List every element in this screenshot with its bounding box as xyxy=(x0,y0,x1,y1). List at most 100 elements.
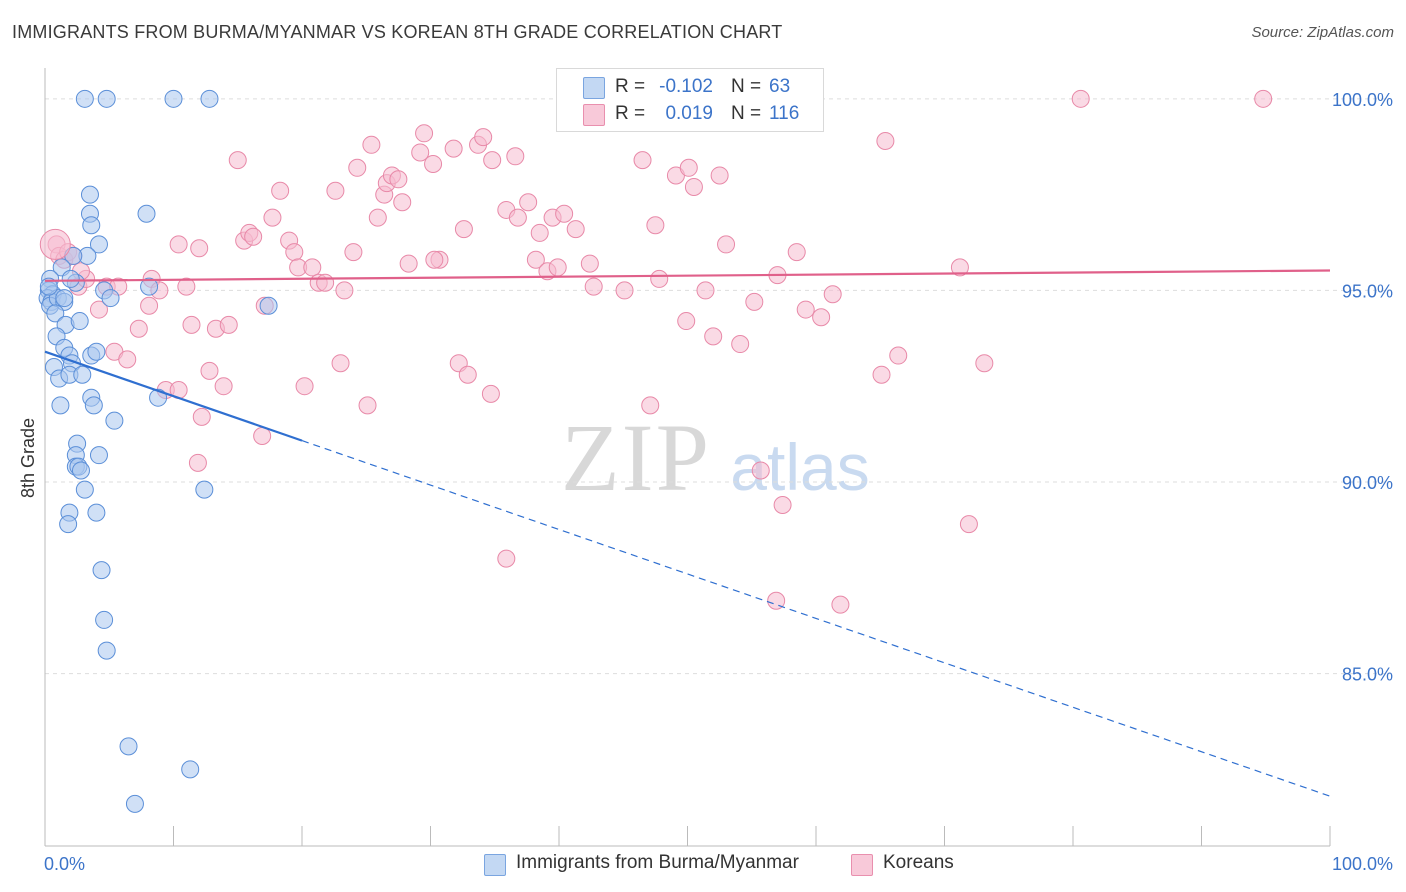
r-value: -0.102 xyxy=(657,76,713,98)
burma-point xyxy=(126,795,143,812)
korean-point xyxy=(774,496,791,513)
korean-point xyxy=(482,385,499,402)
korean-point xyxy=(484,152,501,169)
burma-point xyxy=(90,447,107,464)
korean-point xyxy=(332,355,349,372)
y-tick-label: 85.0% xyxy=(1342,665,1393,685)
korean-point xyxy=(788,244,805,261)
burma-point xyxy=(74,366,91,383)
burma-point xyxy=(120,738,137,755)
korean-point xyxy=(813,309,830,326)
korean-point xyxy=(272,182,289,199)
burma-point xyxy=(260,297,277,314)
korean-point xyxy=(585,278,602,295)
korean-point xyxy=(498,550,515,567)
y-tick-label: 100.0% xyxy=(1332,90,1393,110)
korean-point xyxy=(873,366,890,383)
stats-legend-row-blue: R = -0.102 N = 63 xyxy=(557,74,823,100)
korean-point xyxy=(647,217,664,234)
r-label: R = xyxy=(615,103,645,125)
burma-point xyxy=(138,205,155,222)
korean-point xyxy=(752,462,769,479)
r-label: R = xyxy=(615,76,645,98)
burma-point xyxy=(93,562,110,579)
stats-legend-row-pink: R = 0.019 N = 116 xyxy=(557,101,823,127)
korean-point xyxy=(680,159,697,176)
korean-point xyxy=(507,148,524,165)
korean-point xyxy=(651,270,668,287)
burma-point xyxy=(88,343,105,360)
korean-point xyxy=(877,132,894,149)
legend-label: Koreans xyxy=(883,852,954,874)
korean-point xyxy=(678,313,695,330)
n-value: 116 xyxy=(769,103,799,125)
korean-point xyxy=(349,159,366,176)
korean-trend-line xyxy=(45,270,1330,280)
burma-point xyxy=(196,481,213,498)
burma-point xyxy=(81,186,98,203)
korean-point xyxy=(718,236,735,253)
korean-point xyxy=(642,397,659,414)
burma-point xyxy=(83,217,100,234)
burma-point xyxy=(165,90,182,107)
korean-point xyxy=(960,516,977,533)
burma-point xyxy=(88,504,105,521)
burma-point xyxy=(60,516,77,533)
korean-point xyxy=(549,259,566,276)
burma-point xyxy=(96,611,113,628)
korean-point xyxy=(976,355,993,372)
korean-point xyxy=(705,328,722,345)
korean-point xyxy=(369,209,386,226)
burma-point xyxy=(56,290,73,307)
korean-point xyxy=(616,282,633,299)
korean-point xyxy=(254,428,271,445)
korean-point xyxy=(832,596,849,613)
korean-point xyxy=(201,362,218,379)
y-tick-label: 95.0% xyxy=(1342,281,1393,301)
burma-point xyxy=(201,90,218,107)
korean-point xyxy=(634,152,651,169)
korean-point xyxy=(416,125,433,142)
burma-point xyxy=(182,761,199,778)
scatter-chart: ZIP atlas85.0%90.0%95.0%100.0%0.0% 100.0%8… xyxy=(0,0,1406,892)
korean-point xyxy=(245,228,262,245)
korean-point xyxy=(426,251,443,268)
korean-point xyxy=(191,240,208,257)
korean-point xyxy=(296,378,313,395)
n-label: N = xyxy=(731,76,761,98)
korean-point xyxy=(264,209,281,226)
korean-point xyxy=(336,282,353,299)
korean-point xyxy=(797,301,814,318)
y-tick-label: 90.0% xyxy=(1342,473,1393,493)
burma-point xyxy=(98,642,115,659)
burma-point xyxy=(102,290,119,307)
korean-point xyxy=(455,221,472,238)
korean-point xyxy=(445,140,462,157)
korean-point xyxy=(363,136,380,153)
korean-point xyxy=(711,167,728,184)
x-tick-label: 100.0% xyxy=(1332,854,1393,874)
korean-point xyxy=(40,229,70,259)
korean-point xyxy=(824,286,841,303)
korean-point xyxy=(183,316,200,333)
korean-point xyxy=(697,282,714,299)
n-label: N = xyxy=(731,103,761,125)
korean-point xyxy=(581,255,598,272)
korean-point xyxy=(141,297,158,314)
korean-point xyxy=(890,347,907,364)
burma-point xyxy=(85,397,102,414)
watermark-atlas: atlas xyxy=(730,430,869,504)
n-value: 63 xyxy=(769,76,790,98)
korean-point xyxy=(520,194,537,211)
burma-point xyxy=(76,481,93,498)
burma-point xyxy=(71,313,88,330)
burma-point xyxy=(76,90,93,107)
watermark-zip: ZIP xyxy=(561,404,711,511)
burma-point xyxy=(106,412,123,429)
korean-point xyxy=(746,293,763,310)
burma-point xyxy=(62,270,79,287)
korean-point xyxy=(220,316,237,333)
korean-point xyxy=(475,129,492,146)
korean-point xyxy=(509,209,526,226)
korean-point xyxy=(193,408,210,425)
